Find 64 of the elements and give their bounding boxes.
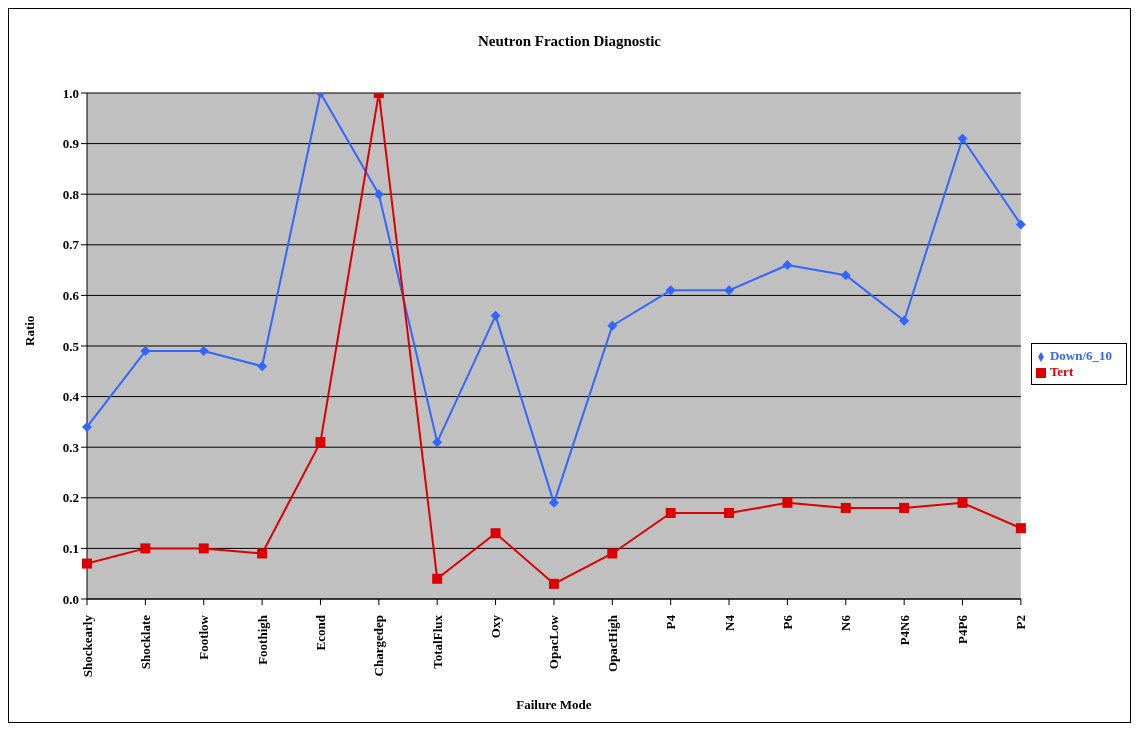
x-tick-label: P4P6: [955, 614, 971, 644]
point: [548, 578, 559, 589]
point: [432, 573, 443, 584]
x-tick-label: Oxy: [488, 614, 504, 639]
point: [490, 528, 501, 539]
chart-title: Neutron Fraction Diagnostic: [476, 33, 662, 50]
x-tick-label: Shocklate: [137, 614, 153, 670]
point: [607, 320, 618, 331]
point: [782, 260, 793, 271]
x-tick-label: TotalFlux: [429, 614, 445, 669]
point: [840, 270, 851, 281]
point: [1015, 523, 1026, 534]
x-tick-label: Econd: [312, 614, 328, 651]
point: [490, 310, 501, 321]
y-tick-label: 0.3: [62, 439, 80, 455]
x-tick-label: Footlow: [196, 614, 212, 660]
point: [899, 502, 910, 513]
x-tick-label: P6: [779, 614, 795, 630]
y-tick-label: 0.5: [62, 338, 80, 354]
point: [724, 507, 735, 518]
legend-label: Down/6_10: [1049, 348, 1112, 363]
x-tick-label: Chargedep: [371, 615, 387, 677]
x-tick-label: P4: [663, 614, 679, 630]
y-tick-label: 0.0: [62, 591, 79, 607]
y-tick-label: 0.8: [62, 186, 80, 202]
point: [315, 437, 326, 448]
point: [257, 361, 268, 372]
point: [724, 285, 735, 296]
point: [82, 421, 92, 432]
y-tick-label: 0.9: [62, 136, 80, 152]
x-tick-label: N4: [721, 614, 737, 631]
y-tick-label: 0.1: [62, 541, 79, 557]
point: [373, 189, 384, 200]
x-tick-label: OpacHigh: [604, 614, 620, 673]
y-tick-label: 0.2: [62, 490, 79, 506]
y-tick-label: 1.0: [62, 85, 79, 101]
point: [899, 315, 910, 326]
point: [140, 346, 151, 357]
x-tick-label: OpacLow: [546, 614, 562, 670]
point: [665, 507, 676, 518]
point: [82, 558, 92, 569]
point: [140, 543, 151, 554]
x-tick-label: N6: [838, 614, 854, 631]
x-tick-label: Foothigh: [254, 614, 270, 665]
legend-label: Tert: [1049, 364, 1074, 379]
x-tick-label: P4N6: [896, 614, 912, 646]
point: [432, 437, 443, 448]
point: [198, 543, 209, 554]
x-tick-label: Shockearly: [79, 614, 95, 678]
y-tick-label: 0.7: [62, 237, 80, 253]
x-axis-title: Failure Mode: [516, 697, 592, 712]
point: [840, 502, 851, 513]
point: [782, 497, 793, 508]
point: [257, 548, 268, 559]
point: [548, 497, 559, 508]
point: [607, 548, 618, 559]
point: [665, 285, 676, 296]
y-tick-label: 0.6: [62, 288, 80, 304]
y-tick-label: 0.4: [62, 389, 80, 405]
point: [957, 497, 968, 508]
point: [1015, 219, 1026, 230]
point: [957, 133, 968, 144]
x-tick-label: P2: [1013, 615, 1029, 630]
y-axis-title: Ratio: [21, 315, 37, 346]
